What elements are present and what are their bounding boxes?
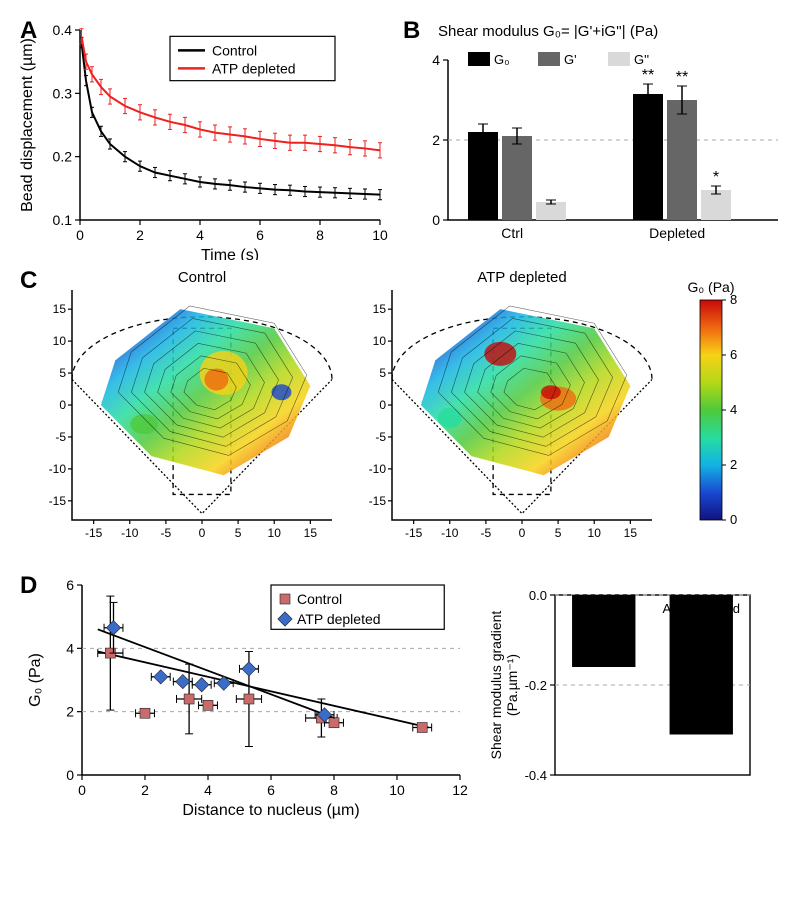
svg-text:Cntrl: Cntrl [590,601,618,616]
svg-text:-10: -10 [441,526,459,540]
svg-text:6: 6 [66,577,74,593]
svg-text:0: 0 [519,526,526,540]
svg-text:10: 10 [588,526,602,540]
svg-text:6: 6 [256,227,264,243]
svg-text:-5: -5 [375,430,386,444]
svg-text:4: 4 [730,402,737,417]
svg-text:0: 0 [59,398,66,412]
svg-text:6: 6 [730,347,737,362]
svg-text:0.4: 0.4 [53,22,73,38]
svg-text:2: 2 [136,227,144,243]
svg-text:Ctrl: Ctrl [501,225,523,241]
svg-text:10: 10 [53,334,67,348]
svg-text:0: 0 [66,767,74,783]
svg-text:5: 5 [555,526,562,540]
svg-text:4: 4 [432,52,440,68]
svg-text:8: 8 [730,292,737,307]
svg-text:0: 0 [76,227,84,243]
svg-text:-10: -10 [121,526,139,540]
svg-text:5: 5 [379,366,386,380]
svg-text:10: 10 [372,227,388,243]
svg-text:-0.4: -0.4 [525,768,547,783]
svg-text:G'': G'' [634,52,649,67]
svg-text:15: 15 [53,302,67,316]
panel-c: C Control -15 -15 -10 -10 -5 -5 0 0 5 5 10 10 15 15 ATP … [10,260,786,560]
svg-text:5: 5 [59,366,66,380]
svg-text:ATP depleted: ATP depleted [662,601,740,616]
svg-text:10: 10 [373,334,387,348]
svg-text:0.3: 0.3 [53,85,73,101]
svg-text:15: 15 [373,302,387,316]
svg-text:-15: -15 [369,494,387,508]
svg-text:Time (s): Time (s) [201,247,259,260]
svg-text:-5: -5 [161,526,172,540]
svg-text:2: 2 [730,457,737,472]
svg-text:-10: -10 [369,462,387,476]
svg-text:ATP depleted: ATP depleted [477,269,567,286]
svg-text:15: 15 [304,526,318,540]
svg-text:D: D [20,572,37,599]
svg-text:G₀: G₀ [494,52,510,67]
svg-text:0: 0 [730,512,737,527]
svg-text:2: 2 [66,704,74,720]
svg-text:10: 10 [268,526,282,540]
svg-text:C: C [20,267,37,294]
svg-text:Control: Control [212,42,257,58]
svg-text:Bead displacement (µm): Bead displacement (µm) [19,38,36,212]
svg-text:0.2: 0.2 [53,149,73,165]
svg-text:0: 0 [379,398,386,412]
svg-text:-15: -15 [405,526,423,540]
panel-d-left: D 0 2 4 6 8 10 12 0 2 4 6 Distance to nucleus (µm) G₀… [10,565,480,825]
svg-text:-0.2: -0.2 [525,678,547,693]
panel-d-right: -0.4 -0.2 0.0 Shear modulus gradient(Pa.µm⁻… [480,565,770,825]
svg-text:ATP depleted: ATP depleted [297,611,381,627]
svg-text:12: 12 [452,782,468,798]
svg-text:0.1: 0.1 [53,212,73,228]
svg-text:*: * [713,169,719,186]
svg-text:(Pa.µm⁻¹): (Pa.µm⁻¹) [504,654,520,716]
svg-text:Control: Control [178,269,226,286]
svg-text:10: 10 [389,782,405,798]
svg-text:Shear modulus G₀= |G'+iG''| (P: Shear modulus G₀= |G'+iG''| (Pa) [438,23,658,40]
svg-text:G₀ (Pa): G₀ (Pa) [687,279,734,295]
svg-text:G': G' [564,52,577,67]
svg-text:15: 15 [624,526,638,540]
svg-text:-5: -5 [55,430,66,444]
svg-text:6: 6 [267,782,275,798]
svg-text:8: 8 [316,227,324,243]
svg-text:4: 4 [196,227,204,243]
svg-text:0: 0 [78,782,86,798]
svg-text:B: B [403,17,420,44]
svg-text:8: 8 [330,782,338,798]
svg-text:**: ** [676,69,688,86]
svg-text:Control: Control [297,591,342,607]
svg-text:G₀ (Pa): G₀ (Pa) [27,653,44,707]
svg-text:Distance to nucleus (µm): Distance to nucleus (µm) [182,802,359,819]
panel-b: B Shear modulus G₀= |G'+iG''| (Pa) 0 2 4 Ctrl… [398,10,786,260]
svg-text:0.0: 0.0 [529,588,547,603]
svg-text:Shear modulus gradient: Shear modulus gradient [488,611,504,760]
svg-text:0: 0 [432,212,440,228]
svg-text:2: 2 [432,132,440,148]
svg-text:4: 4 [204,782,212,798]
svg-text:5: 5 [235,526,242,540]
svg-text:-10: -10 [49,462,67,476]
svg-text:-5: -5 [481,526,492,540]
svg-text:-15: -15 [49,494,67,508]
row-d: D 0 2 4 6 8 10 12 0 2 4 6 Distance to nucleus (µm) G₀… [10,565,786,825]
svg-text:**: ** [642,67,654,84]
svg-text:Depleted: Depleted [649,225,705,241]
row-ab: A02468100.10.20.30.4Time (s)Bead displac… [10,10,786,260]
svg-text:2: 2 [141,782,149,798]
figure: A02468100.10.20.30.4Time (s)Bead displac… [10,10,786,825]
svg-text:4: 4 [66,640,74,656]
svg-text:-15: -15 [85,526,103,540]
panel-a: A02468100.10.20.30.4Time (s)Bead displac… [10,10,398,260]
svg-text:0: 0 [199,526,206,540]
svg-text:ATP depleted: ATP depleted [212,60,296,76]
